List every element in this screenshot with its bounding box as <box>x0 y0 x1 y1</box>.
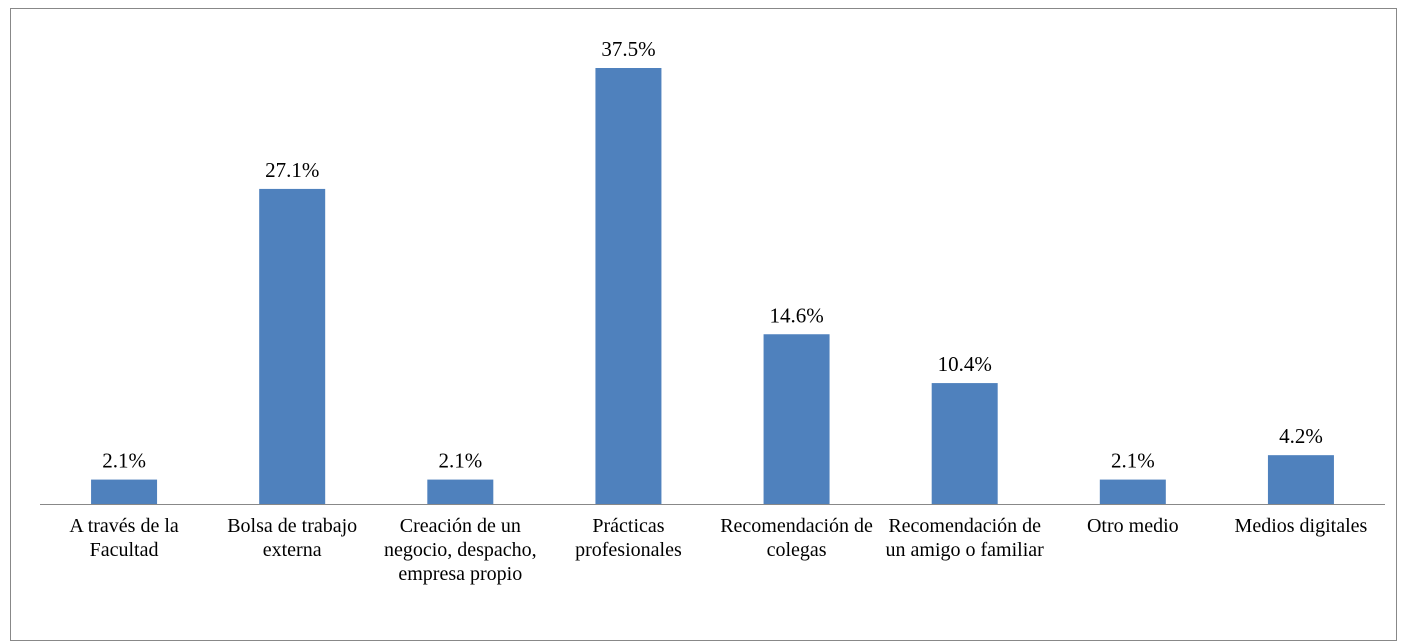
x-tick-label: A través de la Facultad <box>69 515 179 561</box>
bar <box>1099 479 1166 504</box>
x-tick-label: Otro medio <box>1086 515 1179 537</box>
x-tick-label: Recomendación de colegas <box>720 515 873 561</box>
x-tick-label: Creación de un negocio, despacho, empres… <box>383 515 537 585</box>
bar <box>91 479 158 504</box>
data-label: 37.5% <box>601 37 655 61</box>
x-tick-label: Prácticas profesionales <box>575 515 682 561</box>
data-label: 10.4% <box>938 352 992 376</box>
bar <box>931 383 998 504</box>
data-label: 4.2% <box>1279 424 1323 448</box>
x-tick-label: Recomendación de un amigo o familiar <box>885 515 1044 561</box>
data-label: 2.1% <box>438 449 482 473</box>
x-tick-label: Medios digitales <box>1234 515 1368 537</box>
chart-frame <box>10 8 1397 641</box>
data-label: 14.6% <box>769 303 823 327</box>
bar <box>427 479 494 504</box>
bar <box>1267 455 1334 504</box>
data-label: 2.1% <box>102 449 146 473</box>
data-label: 27.1% <box>265 158 319 182</box>
data-label: 2.1% <box>1111 449 1155 473</box>
x-tick-label: Bolsa de trabajo externa <box>227 515 358 561</box>
bar <box>595 68 662 504</box>
bar <box>259 188 326 504</box>
bar <box>763 334 830 504</box>
